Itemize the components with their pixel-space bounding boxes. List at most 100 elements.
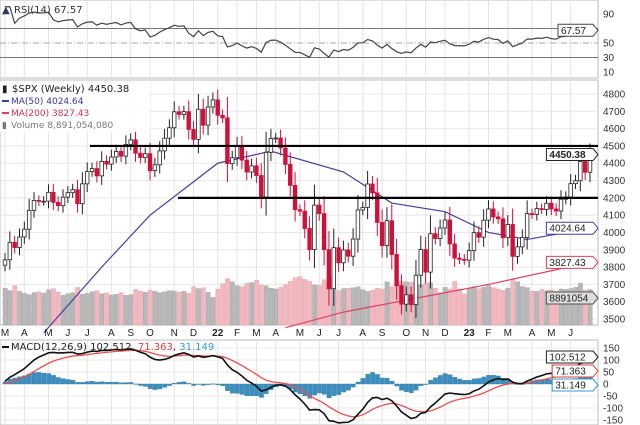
macd-histogram-bar (172, 383, 177, 385)
candle-body (350, 238, 356, 257)
macd-histogram-bar (379, 377, 385, 385)
candle-body (143, 153, 148, 158)
macd-histogram-bar (99, 381, 105, 385)
candle-body (471, 232, 477, 252)
candle-body (249, 165, 254, 173)
volume-bar (7, 290, 13, 326)
macd-histogram-bar (495, 375, 501, 385)
candle-body (181, 111, 187, 115)
volume-bar (196, 288, 201, 326)
volume-bar (317, 285, 322, 326)
candle-body (17, 236, 22, 248)
macd-histogram-bar (167, 383, 172, 386)
candle-body (389, 220, 394, 255)
volume-bar (302, 279, 308, 326)
candle-body (7, 241, 13, 261)
volume-bar (181, 291, 187, 326)
month-label: A (529, 328, 536, 339)
macd-histogram-bar (399, 383, 404, 391)
volume-bar (471, 286, 477, 326)
candle-body (215, 99, 220, 116)
volume-bar (225, 278, 230, 326)
volume-bar (70, 292, 76, 326)
candle-body (524, 213, 530, 238)
candle-body (201, 108, 206, 126)
macd-histogram-bar (162, 383, 168, 388)
macd-histogram-bar (244, 383, 250, 396)
month-label: F (485, 328, 491, 339)
month-label: D (190, 328, 197, 339)
candle-body (147, 153, 153, 172)
volume-bar (312, 284, 317, 326)
candle-body (457, 257, 462, 260)
macd-histogram-bar (210, 383, 216, 385)
volume-bar (568, 288, 574, 326)
volume-bar (75, 287, 80, 326)
candle-body (452, 243, 457, 259)
month-label: A (272, 328, 279, 339)
candle-body (370, 183, 375, 194)
candle-body (225, 117, 230, 164)
candle-body (172, 111, 177, 129)
volume-bars (2, 275, 593, 326)
volume-bar (41, 292, 47, 326)
macd-histogram-bar (196, 383, 201, 385)
candle-body (210, 99, 216, 108)
rsi-icon: ▲ (2, 5, 10, 16)
volume-bar (539, 289, 545, 326)
macd-histogram-bar (181, 381, 187, 385)
candle-body (109, 156, 114, 165)
macd-histogram-bar (109, 381, 114, 385)
candle-body (128, 139, 133, 145)
macd-histogram-bar (249, 383, 255, 396)
macd-histogram-bar (143, 383, 148, 387)
month-label: 23 (464, 328, 476, 339)
volume-bar (418, 284, 424, 326)
macd-histogram-bar (428, 380, 433, 385)
macd-histogram-bar (80, 382, 85, 385)
price-tick-label: 3700 (603, 280, 626, 291)
volume-bar (457, 288, 462, 326)
volume-bar (244, 283, 250, 326)
macd-histogram-bar (452, 377, 458, 385)
volume-bar (437, 292, 443, 326)
candle-body (22, 228, 27, 238)
macd-histogram-bar (375, 374, 380, 385)
candle-body (486, 208, 491, 221)
candle-body (191, 129, 196, 140)
month-label: F (234, 328, 240, 339)
macd-histogram-bar (65, 379, 71, 385)
candle-body (553, 208, 559, 212)
candle-body (476, 232, 482, 238)
candle-body (462, 258, 467, 261)
volume-bar (191, 286, 196, 326)
macd-value: 102.512 (90, 342, 131, 353)
volume-bar (143, 292, 148, 326)
macd-histogram-bar (500, 378, 506, 385)
price-value-tag-box (545, 148, 599, 162)
ma200-value-tag-box (545, 255, 599, 269)
volume-bar (2, 288, 8, 326)
macd-histogram-bar (75, 382, 81, 385)
candle-body (302, 210, 307, 229)
candle-body (510, 224, 515, 257)
candle-body (326, 249, 332, 290)
candle-body (244, 159, 249, 173)
price-tick-label: 4000 (603, 228, 626, 239)
panel-frame (0, 0, 599, 79)
candle-body (205, 106, 211, 126)
volume-bar (292, 277, 298, 326)
rsi-label: RSI(14) 67.57 (14, 5, 83, 16)
volume-bar (172, 290, 177, 326)
month-label: M (296, 328, 304, 339)
volume-bar (495, 288, 501, 326)
volume-bar (176, 292, 182, 326)
macd-histogram-bar (138, 383, 143, 386)
volume-value-tag: 8891054 (549, 294, 588, 305)
macd-histogram-bar (205, 383, 211, 385)
ma50-value-tag-box (545, 221, 599, 235)
volume-bar (370, 290, 375, 326)
volume-bar (109, 294, 114, 326)
volume-bar (254, 280, 259, 326)
signal-value: 71.363 (138, 342, 173, 353)
